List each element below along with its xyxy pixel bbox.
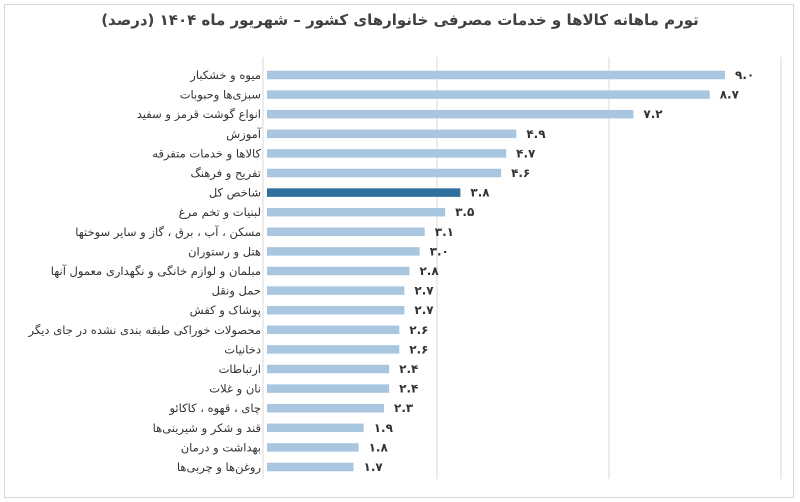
- bar: [267, 345, 400, 354]
- category-label: هتل و رستوران: [188, 244, 261, 259]
- gridlines: [262, 57, 782, 479]
- value-label: ۱.۷: [364, 460, 384, 474]
- value-label: ۷.۲: [643, 107, 663, 121]
- bar: [267, 462, 354, 472]
- category-label: نان و غلات: [209, 382, 261, 397]
- value-label: ۲.۶: [409, 323, 428, 337]
- value-label: ۲.۸: [419, 264, 439, 278]
- category-label: دخانیات: [224, 342, 261, 356]
- bar: [267, 364, 390, 374]
- bar: [267, 90, 710, 99]
- value-label: ۸.۷: [720, 88, 740, 102]
- value-label: ۴.۹: [526, 127, 546, 141]
- bar: [267, 149, 507, 158]
- category-label: محصولات خوراکی طبقه بندی نشده در جای دیگ…: [28, 323, 261, 338]
- bar: [267, 423, 364, 433]
- chart-frame: تورم ماهانه کالاها و خدمات مصرفی خانواره…: [4, 4, 794, 498]
- bar: [267, 247, 420, 256]
- value-label: ۳.۰: [430, 244, 449, 258]
- value-label: ۴.۷: [516, 146, 536, 160]
- bar: [267, 109, 634, 119]
- value-label: ۲.۷: [414, 303, 434, 317]
- value-label: ۲.۴: [399, 362, 418, 376]
- category-label: سبزی‌ها وحبوبات: [180, 88, 261, 103]
- value-label: ۳.۸: [470, 186, 490, 200]
- category-label: آموزش: [226, 127, 262, 142]
- bar: [267, 443, 359, 452]
- bar: [267, 227, 425, 237]
- category-label: چای ، قهوه ، کاکائو: [168, 401, 261, 416]
- bar: [267, 207, 446, 217]
- category-label: پوشاک و کفش: [190, 303, 261, 318]
- bar: [267, 403, 385, 413]
- value-label: ۲.۶: [409, 342, 428, 356]
- value-label: ۲.۴: [399, 382, 418, 396]
- bar: [267, 305, 405, 315]
- bar: [267, 168, 502, 178]
- bar: [267, 266, 410, 276]
- bar: [267, 286, 405, 295]
- category-label: میوه و خشکبار: [189, 68, 261, 83]
- value-label: ۹.۰: [735, 68, 754, 82]
- bars: [267, 70, 725, 472]
- value-label: ۲.۳: [394, 401, 414, 415]
- category-label: تفریح و فرهنگ: [190, 166, 261, 181]
- category-label: حمل ونقل: [212, 284, 261, 299]
- bar-highlight: [267, 188, 461, 197]
- value-label: ۳.۱: [435, 225, 454, 239]
- category-label: مسکن ، آب ، برق ، گاز و سایر سوختها: [75, 225, 261, 240]
- category-label: شاخص کل: [209, 186, 261, 201]
- value-label: ۱.۸: [369, 440, 389, 454]
- category-label: قند و شکر و شیرینی‌ها: [153, 421, 261, 436]
- value-labels: ۹.۰ ۸.۷ ۷.۲ ۴.۹ ۴.۷ ۴.۶ ۳.۸ ۳.۵۳.۱ ۳.۰ ۲.۸ ۲.۷ ۲.۷ ۲…: [364, 68, 755, 474]
- bar: [267, 129, 517, 139]
- category-label: کالاها و خدمات متفرقه: [152, 146, 261, 161]
- bar: [267, 325, 400, 335]
- value-label: ۲.۷: [414, 284, 434, 298]
- category-label: ارتباطات: [219, 362, 261, 377]
- value-label: ۳.۵: [455, 205, 474, 219]
- chart-title: تورم ماهانه کالاها و خدمات مصرفی خانواره…: [101, 11, 699, 29]
- bar: [267, 70, 725, 80]
- category-label: روغن‌ها و چربی‌ها: [177, 460, 261, 475]
- category-label: انواع گوشت قرمز و سفید: [137, 107, 261, 122]
- bar-chart: میوه و خشکبار سبزی‌ها وحبوبات انواع گوشت ق…: [28, 57, 782, 479]
- value-label: ۴.۶: [511, 166, 530, 180]
- category-label: بهداشت و درمان: [181, 440, 261, 455]
- value-label: ۱.۹: [374, 421, 394, 435]
- category-label: مبلمان و لوازم خانگی و نگهداری معمول آنه…: [51, 264, 261, 279]
- category-labels: میوه و خشکبار سبزی‌ها وحبوبات انواع گوشت ق…: [28, 68, 262, 475]
- bar: [267, 384, 390, 393]
- category-label: لبنیات و تخم مرغ: [179, 205, 261, 220]
